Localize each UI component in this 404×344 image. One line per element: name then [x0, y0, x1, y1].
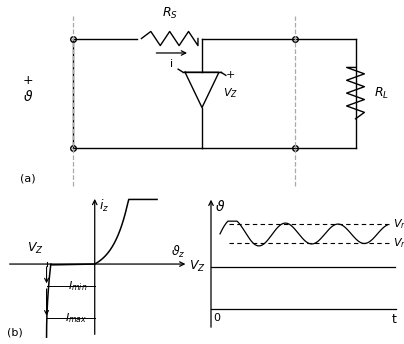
Text: $V_Z$: $V_Z$ — [223, 86, 238, 100]
Text: (b): (b) — [7, 327, 23, 337]
Text: $V_Z$: $V_Z$ — [27, 240, 44, 256]
Text: t: t — [391, 313, 396, 326]
Text: i: i — [170, 60, 173, 69]
Text: $I_{min}$: $I_{min}$ — [68, 279, 88, 293]
Text: $i_z$: $i_z$ — [99, 198, 109, 214]
Text: $\vartheta$: $\vartheta$ — [23, 89, 34, 104]
Text: $V_Z$: $V_Z$ — [189, 259, 206, 274]
Text: +: + — [225, 71, 235, 80]
Text: $\vartheta_z$: $\vartheta_z$ — [171, 244, 185, 260]
Text: (a): (a) — [20, 173, 36, 183]
Text: $R_L$: $R_L$ — [374, 86, 389, 101]
Text: $R_S$: $R_S$ — [162, 6, 178, 21]
Text: $V_{max}$: $V_{max}$ — [393, 217, 404, 231]
Text: $I_{max}$: $I_{max}$ — [65, 312, 88, 325]
Text: $V_{min}$: $V_{min}$ — [393, 236, 404, 250]
Text: +: + — [23, 74, 34, 87]
Text: 0: 0 — [213, 313, 220, 323]
Text: $\vartheta$: $\vartheta$ — [215, 199, 225, 214]
